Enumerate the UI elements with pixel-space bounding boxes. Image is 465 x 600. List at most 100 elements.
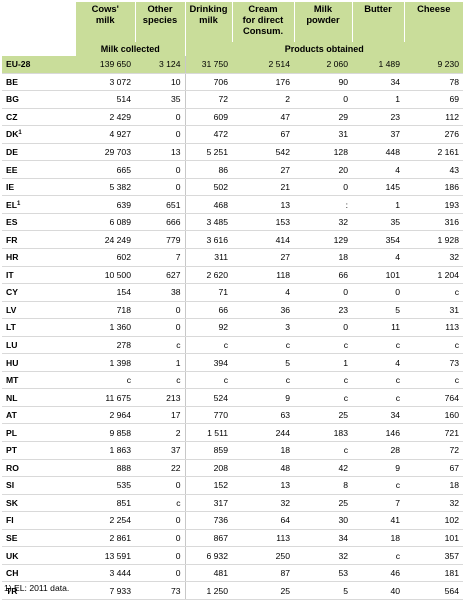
table-row: NL 11 675 213 524 9 c c 764 [2, 388, 463, 407]
value-cell: 73 [404, 353, 463, 372]
country-code-cell: LU [2, 336, 76, 355]
value-cell: 764 [404, 388, 463, 407]
value-cell: c [294, 371, 352, 390]
table-body: EU-28 139 650 3 124 31 750 2 514 2 060 1 489 9 … [2, 56, 463, 600]
value-cell: 3 [232, 318, 294, 337]
value-cell: c [352, 371, 404, 390]
value-cell: c [294, 336, 352, 355]
value-cell: 186 [404, 178, 463, 197]
value-cell: 13 [232, 195, 294, 214]
value-cell: 316 [404, 213, 463, 232]
value-cell: 1 863 [76, 441, 135, 460]
value-cell: c [352, 336, 404, 355]
value-cell: 30 [294, 511, 352, 530]
cows-milk-header: Cows' milk [76, 2, 135, 42]
country-code: HR [6, 252, 19, 263]
country-code: AT [6, 410, 17, 421]
value-cell: 721 [404, 423, 463, 443]
value-cell: c [232, 336, 294, 355]
value-cell: 2 964 [76, 406, 135, 425]
country-code-cell: PT [2, 441, 76, 460]
value-cell: 48 [232, 459, 294, 478]
table-row: EE 665 0 86 27 20 4 43 [2, 160, 463, 179]
value-cell: 37 [352, 125, 404, 144]
country-code: SE [6, 533, 18, 544]
value-cell: 66 [184, 301, 232, 320]
value-cell: 38 [135, 283, 185, 302]
value-cell: 736 [184, 511, 232, 530]
value-cell: 9 230 [404, 56, 463, 74]
country-code-cell: SE [2, 529, 76, 548]
country-code: LV [6, 304, 17, 315]
value-cell: 29 703 [76, 143, 135, 162]
country-code: PL [6, 427, 17, 438]
value-cell: 2 254 [76, 511, 135, 530]
value-cell: 1 489 [352, 56, 404, 74]
value-cell: 564 [404, 581, 463, 600]
value-cell: 3 444 [76, 563, 135, 583]
value-cell: 25 [294, 406, 352, 425]
value-cell: 128 [294, 143, 352, 162]
value-cell: 10 500 [76, 266, 135, 285]
value-cell: c [404, 336, 463, 355]
value-cell: 1 250 [184, 581, 232, 600]
value-cell: 27 [232, 248, 294, 267]
value-cell: 3 616 [184, 230, 232, 250]
table-row: HU 1 398 1 394 5 1 4 73 [2, 353, 463, 372]
table-row: CY 154 38 71 4 0 0 c [2, 283, 463, 302]
value-cell: 4 [352, 248, 404, 267]
country-code-cell: IT [2, 266, 76, 285]
value-cell: 78 [404, 73, 463, 92]
value-cell: 139 650 [76, 56, 135, 74]
value-cell: 5 382 [76, 178, 135, 197]
country-code: EU-28 [6, 59, 31, 70]
value-cell: 153 [232, 213, 294, 232]
value-cell: 21 [232, 178, 294, 197]
country-code: SI [6, 480, 15, 491]
value-cell: 20 [294, 160, 352, 179]
country-code: CH [6, 568, 19, 579]
country-code: DE [6, 147, 18, 157]
country-code: EL [6, 199, 17, 210]
table-row: SI 535 0 152 13 8 c 18 [2, 476, 463, 495]
value-cell: 129 [294, 230, 352, 250]
value-cell: 213 [135, 388, 185, 407]
value-cell: 0 [294, 283, 352, 302]
table-row: CH 3 444 0 481 87 53 46 181 [2, 563, 463, 583]
value-cell: 87 [232, 563, 294, 583]
value-cell: 0 [294, 90, 352, 109]
table-row: LV 718 0 66 36 23 5 31 [2, 301, 463, 320]
value-cell: 11 [352, 318, 404, 337]
value-cell: 73 [135, 581, 185, 600]
table-row: IT 10 500 627 2 620 118 66 101 1 204 [2, 266, 463, 285]
value-cell: 1 [294, 353, 352, 372]
value-cell: 317 [184, 494, 232, 513]
value-cell: 17 [135, 406, 185, 425]
value-cell: 3 124 [135, 56, 185, 74]
country-code-cell: TR [2, 581, 76, 600]
value-cell: 524 [184, 388, 232, 407]
value-cell: 0 [135, 160, 185, 179]
table-row: ES 6 089 666 3 485 153 32 35 316 [2, 213, 463, 232]
value-cell: 18 [294, 248, 352, 267]
value-cell: 18 [232, 441, 294, 460]
value-cell: 18 [404, 476, 463, 495]
table-row: LT 1 360 0 92 3 0 11 113 [2, 318, 463, 337]
country-code: EE [6, 164, 18, 175]
cheese-header: Cheese [403, 2, 463, 42]
value-cell: 9 [352, 459, 404, 478]
value-cell: c [294, 388, 352, 407]
value-cell: 0 [135, 301, 185, 320]
value-cell: 2 [232, 90, 294, 109]
table-row: EL1 639 651 468 13:1 193 [2, 195, 463, 214]
value-cell: c [404, 371, 463, 390]
table-row: BG 514 35 72 2 0 1 69 [2, 90, 463, 109]
table-row: AT 2 964 17 770 63 25 34 160 [2, 406, 463, 425]
value-cell: 1 360 [76, 318, 135, 337]
value-cell: 9 858 [76, 423, 135, 443]
value-cell: 311 [184, 248, 232, 267]
country-code: HU [6, 357, 19, 368]
value-cell: 35 [352, 213, 404, 232]
table-row: DK1 4 927 0 472 67 31 37 276 [2, 125, 463, 144]
value-cell: 13 [135, 143, 185, 162]
